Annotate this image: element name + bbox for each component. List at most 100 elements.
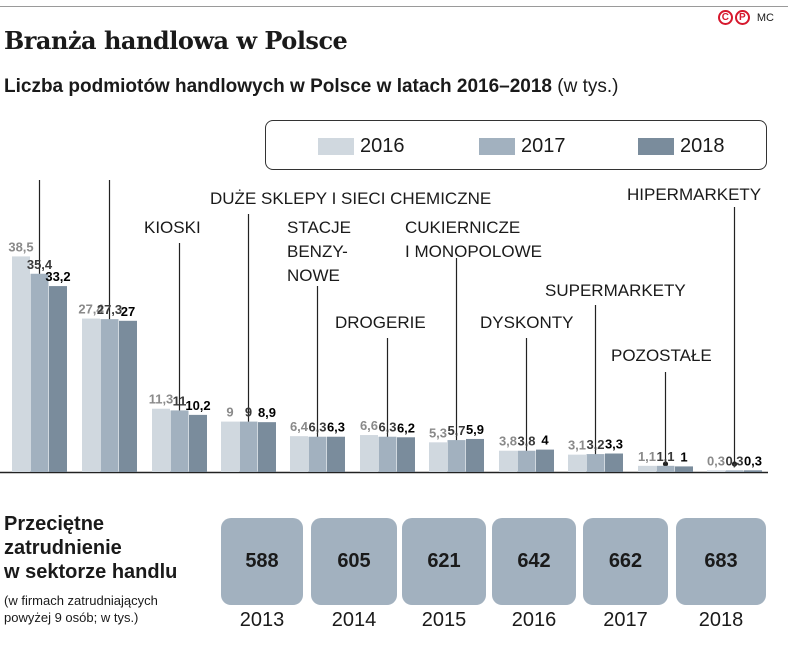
bar <box>290 436 308 472</box>
chart-legend: 2016 2017 2018 <box>265 120 767 170</box>
value-label: 5,7 <box>447 423 465 438</box>
employment-note: (w firmach zatrudniających powyżej 9 osó… <box>4 592 158 626</box>
bar <box>466 438 484 472</box>
bar <box>308 436 327 472</box>
value-label: 33,2 <box>45 269 70 284</box>
bar <box>221 421 239 472</box>
bar <box>605 453 623 472</box>
value-label: 11 <box>173 393 187 408</box>
bar <box>189 414 207 472</box>
value-label: 6,3 <box>378 420 396 435</box>
bar <box>429 442 447 472</box>
employment-title-line: zatrudnienie <box>4 537 122 559</box>
bar <box>327 436 345 472</box>
legend-item-2017: 2017 <box>479 135 566 158</box>
chart-subtitle-text: Liczba podmiotów handlowych w Polsce w l… <box>4 76 553 97</box>
employment-note-line: (w firmach zatrudniających <box>4 593 158 608</box>
legend-swatch-2016 <box>318 138 354 155</box>
bar <box>82 318 100 472</box>
bar <box>675 466 693 472</box>
chart-subtitle-unit: (w tys.) <box>557 76 619 97</box>
employment-value: 662 <box>608 550 643 572</box>
value-label: 6,3 <box>308 420 326 435</box>
category-label: BENZY- <box>287 242 348 261</box>
employment-value: 683 <box>704 550 738 572</box>
value-label: 1,1 <box>638 449 656 464</box>
p-mark-icon: P <box>734 10 750 25</box>
bar <box>100 319 119 472</box>
value-label: 0,3 <box>744 453 762 468</box>
employment-title-line: w sektorze handlu <box>4 561 178 583</box>
employment-box-2014: 605 <box>311 518 397 605</box>
employment-box-2015: 621 <box>402 518 486 605</box>
bar <box>378 436 397 472</box>
bar <box>258 422 276 472</box>
bar <box>499 450 517 472</box>
value-label: 3,8 <box>499 434 517 449</box>
bar <box>656 465 675 472</box>
bar <box>447 440 466 472</box>
top-rule <box>0 6 788 7</box>
value-label: 27,3 <box>97 302 122 317</box>
category-label: I MONOPOLOWE <box>405 242 542 261</box>
value-label: 3,2 <box>586 437 604 452</box>
value-label: 9 <box>226 405 233 420</box>
bar <box>568 454 586 472</box>
legend-item-2016: 2016 <box>318 135 405 158</box>
employment-value: 621 <box>427 550 461 572</box>
employment-title-line: Przeciętne <box>4 513 105 535</box>
employment-year-2014: 2014 <box>331 609 377 631</box>
category-label: DUŻE SKLEPY I SIECI CHEMICZNE <box>210 189 491 208</box>
category-label: POZOSTAŁE <box>611 346 712 365</box>
legend-item-2018: 2018 <box>638 135 725 158</box>
value-label: 3,3 <box>605 437 623 452</box>
employment-year-2015: 2015 <box>421 609 467 631</box>
value-label: 1 <box>680 449 687 464</box>
bar <box>725 470 744 472</box>
bar <box>152 408 170 472</box>
value-label: 1,1 <box>656 449 674 464</box>
bar <box>12 256 30 472</box>
value-label: 38,5 <box>8 239 33 254</box>
employment-value: 642 <box>517 550 551 572</box>
value-label: 0,3 <box>725 453 743 468</box>
category-label: HIPERMARKETY <box>627 185 761 204</box>
chart-subtitle: Liczba podmiotów handlowych w Polsce w l… <box>4 76 619 98</box>
bar <box>744 470 762 472</box>
category-label: DYSKONTY <box>480 313 574 332</box>
bar <box>397 437 415 472</box>
bar <box>517 450 536 472</box>
value-label: 3,1 <box>568 438 586 453</box>
category-label: CUKIERNICZE <box>405 218 520 237</box>
value-label: 27 <box>121 304 135 319</box>
value-label: 8,9 <box>258 405 276 420</box>
category-label: KIOSKI <box>144 218 201 237</box>
value-label: 11,3 <box>149 392 174 407</box>
value-label: 4 <box>541 433 549 448</box>
bar-chart: 38,535,433,2MAŁE SKLEPY27,427,327ŚREDNIE… <box>0 180 768 474</box>
legend-label-2017: 2017 <box>521 135 566 157</box>
employment-value: 588 <box>245 550 279 572</box>
legend-label-2016: 2016 <box>360 135 405 157</box>
employment-title: Przeciętne zatrudnienie w sektorze handl… <box>4 512 177 584</box>
bar <box>638 465 656 472</box>
employment-year-2016: 2016 <box>511 609 557 631</box>
employment-note-line: powyżej 9 osób; w tys.) <box>4 610 139 625</box>
employment-box-2017: 662 <box>583 518 668 605</box>
legend-swatch-2017 <box>479 138 515 155</box>
bar <box>30 273 49 472</box>
category-label: SUPERMARKETY <box>545 281 686 300</box>
value-label: 9 <box>245 405 252 420</box>
bar <box>49 286 67 472</box>
bar <box>119 320 137 472</box>
employment-box-2013: 588 <box>221 518 303 605</box>
legend-label-2018: 2018 <box>680 135 725 157</box>
bar <box>586 454 605 472</box>
value-label: 10,2 <box>185 398 210 413</box>
value-label: 6,2 <box>397 420 415 435</box>
bar <box>536 449 554 472</box>
category-label: STACJE <box>287 218 351 237</box>
employment-box-2016: 642 <box>492 518 576 605</box>
value-label: 0,3 <box>707 453 725 468</box>
publisher-logo: C P MC <box>717 10 774 25</box>
